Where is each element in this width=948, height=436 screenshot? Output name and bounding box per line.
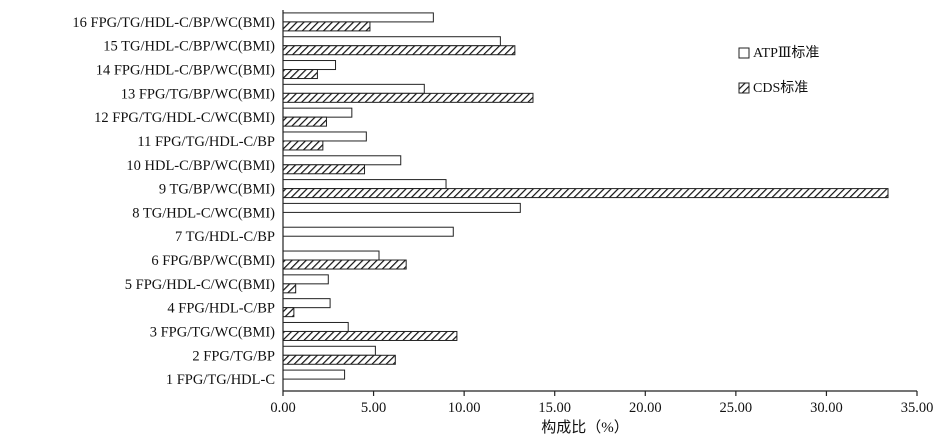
bar-cds-3 — [282, 330, 458, 341]
bar-cds-5 — [282, 283, 297, 294]
bar-cds-16 — [282, 21, 371, 32]
category-label: 1 FPG/TG/HDL-C — [166, 372, 275, 388]
bar-atp-12 — [282, 107, 353, 118]
category-label: 15 TG/HDL-C/BP/WC(BMI) — [103, 39, 275, 55]
bar-atp-13 — [282, 83, 425, 94]
category-label: 6 FPG/BP/WC(BMI) — [151, 253, 275, 269]
bar-cds-12 — [282, 116, 327, 127]
bar-cds-6 — [282, 259, 407, 270]
bar-atp-2 — [282, 345, 376, 356]
x-axis-title: 构成比（%） — [541, 419, 629, 436]
x-tick-label: 15.00 — [538, 400, 571, 416]
category-label: 2 FPG/TG/BP — [192, 348, 275, 364]
legend-swatch-cds — [738, 82, 750, 94]
category-label: 16 FPG/TG/HDL-C/BP/WC(BMI) — [72, 15, 275, 31]
bar-cds-14 — [282, 69, 318, 80]
category-label: 8 TG/HDL-C/WC(BMI) — [132, 205, 275, 221]
category-label: 10 HDL-C/BP/WC(BMI) — [126, 158, 275, 174]
x-tick-label: 30.00 — [810, 400, 843, 416]
bar-atp-16 — [282, 12, 434, 23]
bar-atp-9 — [282, 179, 447, 190]
x-tick-label: 5.00 — [361, 400, 386, 416]
bar-cds-10 — [282, 164, 366, 175]
category-label: 7 TG/HDL-C/BP — [175, 229, 275, 245]
x-tick-label: 25.00 — [720, 400, 753, 416]
legend-label-cds: CDS标准 — [753, 80, 808, 96]
x-axis-ticks: 0.00 5.00 10.00 15.00 20.00 25.00 30.00 35.00 — [270, 391, 933, 416]
legend-label-atp: ATPⅢ标准 — [753, 45, 819, 61]
bar-atp-14 — [282, 60, 337, 71]
category-label: 5 FPG/HDL-C/WC(BMI) — [125, 277, 275, 293]
bar-cds-9 — [282, 188, 889, 199]
bar-cds-4 — [282, 307, 295, 318]
x-tick-label: 35.00 — [901, 400, 934, 416]
legend: ATPⅢ标准 CDS标准 — [738, 45, 819, 96]
bar-cds-2 — [282, 354, 396, 365]
bar-cds-15 — [282, 45, 516, 56]
category-label: 12 FPG/TG/HDL-C/WC(BMI) — [94, 110, 275, 126]
bar-atp-3 — [282, 321, 349, 332]
bar-atp-1 — [282, 369, 346, 380]
bar-atp-15 — [282, 36, 501, 47]
category-labels: 1 FPG/TG/HDL-C 2 FPG/TG/BP 3 FPG/TG/WC(BMI… — [72, 15, 275, 388]
bars — [282, 12, 889, 380]
bar-atp-10 — [282, 155, 402, 166]
bar-atp-7 — [282, 226, 454, 237]
bar-atp-6 — [282, 250, 380, 261]
bar-cds-13 — [282, 92, 534, 103]
bar-atp-8 — [282, 202, 521, 213]
bar-atp-5 — [282, 274, 329, 285]
category-label: 13 FPG/TG/BP/WC(BMI) — [121, 86, 275, 102]
category-label: 3 FPG/TG/WC(BMI) — [150, 324, 275, 340]
category-label: 4 FPG/HDL-C/BP — [167, 301, 275, 317]
bar-atp-4 — [282, 298, 331, 309]
legend-swatch-atp — [738, 47, 750, 59]
x-tick-label: 10.00 — [448, 400, 481, 416]
x-tick-label: 0.00 — [270, 400, 295, 416]
x-tick-label: 20.00 — [629, 400, 662, 416]
bar-cds-11 — [282, 140, 324, 151]
category-label: 9 TG/BP/WC(BMI) — [159, 182, 275, 198]
category-label: 11 FPG/TG/HDL-C/BP — [137, 134, 275, 150]
bar-atp-11 — [282, 131, 367, 142]
category-label: 14 FPG/HDL-C/BP/WC(BMI) — [96, 63, 275, 79]
